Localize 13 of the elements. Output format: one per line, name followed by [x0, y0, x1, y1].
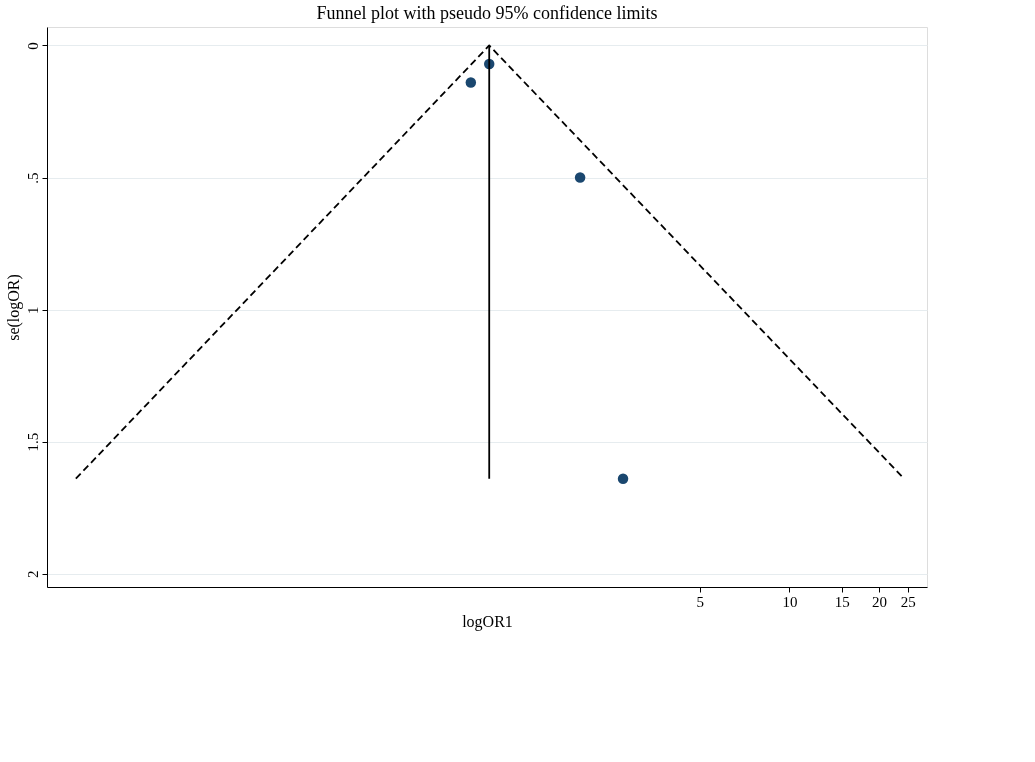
x-axis-title: logOR1: [462, 612, 513, 631]
y-tick-label: 1: [24, 306, 41, 314]
y-tick-label: .5: [24, 172, 41, 184]
y-axis-title: se(logOR): [4, 274, 23, 341]
y-tick-label: 0: [24, 42, 41, 50]
x-tick-label: 20: [871, 593, 887, 610]
chart-title: Funnel plot with pseudo 95% confidence limits: [316, 3, 658, 23]
y-tick-label: 1.5: [24, 432, 41, 452]
x-tick-label: 5: [696, 593, 705, 610]
x-tick-label: 10: [782, 593, 798, 610]
y-tick-label: 2: [24, 570, 41, 579]
x-tick-label: 25: [900, 593, 916, 610]
x-tick-label: 15: [834, 593, 850, 610]
